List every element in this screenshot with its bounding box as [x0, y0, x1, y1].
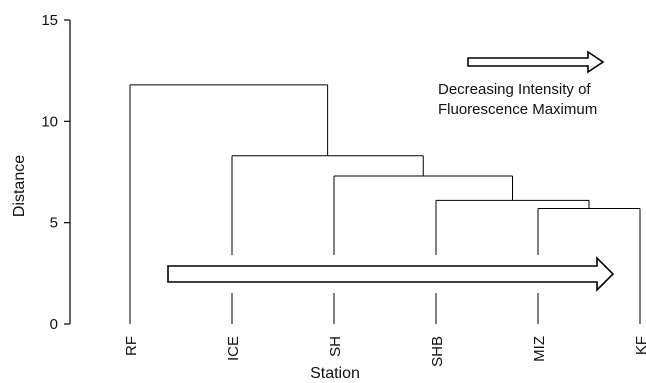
legend-arrow-label-line1: Decreasing Intensity of [438, 81, 591, 98]
legend-arrow-label-line2: Fluorescence Maximum [438, 101, 597, 118]
legend-arrow [467, 50, 605, 74]
y-ticks: 0 5 10 15 [41, 12, 70, 333]
dendrogram-branches [129, 84, 641, 324]
x-axis-label: Station [310, 365, 360, 382]
y-axis-label: Distance [11, 155, 28, 217]
y-tick-label: 15 [41, 12, 58, 29]
leaf-label: RF [123, 336, 140, 356]
leaf-label: KF [633, 336, 646, 355]
leaf-label: SHB [429, 336, 446, 367]
leaf-label: ICE [225, 336, 242, 361]
station-gradient-arrow [167, 256, 615, 292]
y-tick-label: 10 [41, 113, 58, 130]
leaf-label: MIZ [531, 336, 548, 362]
y-tick-label: 5 [50, 215, 58, 232]
leaf-label: SH [327, 336, 344, 357]
y-tick-label: 0 [50, 316, 58, 333]
leaf-labels: RF ICE SH SHB MIZ KF [123, 336, 646, 367]
